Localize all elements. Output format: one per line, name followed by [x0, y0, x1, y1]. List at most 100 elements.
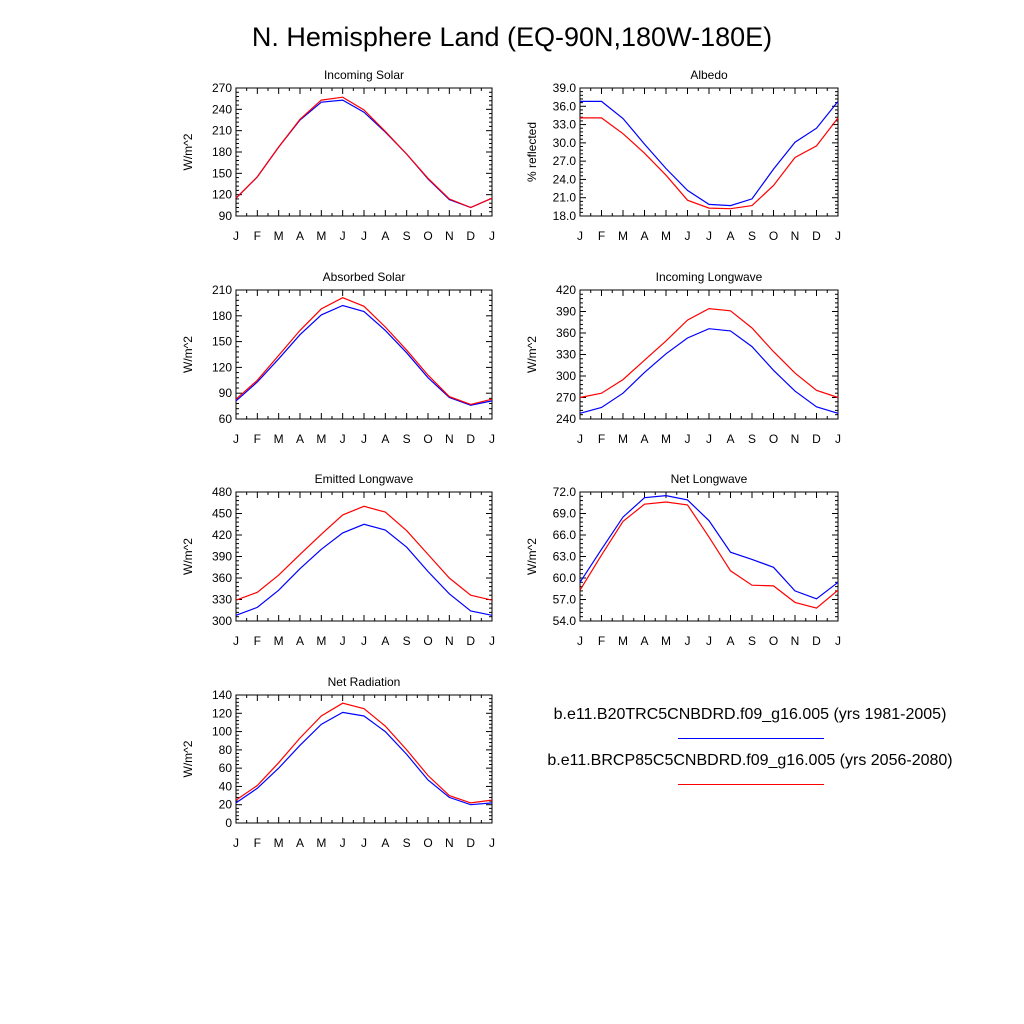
y-tick-label: 270 [556, 391, 576, 405]
y-tick-label: 80 [219, 743, 233, 757]
series-line-2 [579, 307, 839, 399]
x-tick-label: D [466, 432, 475, 446]
panel-title: Net Radiation [328, 675, 401, 689]
y-axis-label: W/m^2 [181, 740, 195, 777]
y-tick-label: 120 [212, 706, 232, 720]
x-tick-label: A [296, 432, 304, 446]
x-tick-label: J [685, 432, 691, 446]
x-tick-label: J [577, 432, 583, 446]
x-tick-label: A [296, 836, 304, 850]
x-tick-label: A [726, 229, 734, 243]
x-tick-label: N [791, 432, 800, 446]
y-tick-label: 33.0 [553, 118, 577, 132]
x-tick-label: S [748, 634, 756, 648]
x-tick-label: M [316, 229, 326, 243]
plot-frame [579, 87, 839, 217]
x-tick-label: J [361, 836, 367, 850]
y-tick-label: 40 [219, 779, 233, 793]
series-line-2 [235, 702, 493, 804]
y-tick-label: 150 [212, 166, 232, 180]
x-tick-label: N [791, 634, 800, 648]
x-tick-label: O [423, 634, 432, 648]
x-tick-label: F [254, 634, 261, 648]
x-tick-label: M [316, 836, 326, 850]
y-tick-label: 180 [212, 309, 232, 323]
y-tick-label: 72.0 [553, 485, 577, 499]
series-line-2 [235, 96, 493, 209]
x-tick-label: J [361, 229, 367, 243]
x-tick-label: N [445, 229, 454, 243]
x-tick-label: M [618, 634, 628, 648]
y-tick-label: 24.0 [553, 172, 577, 186]
plot-frame [579, 491, 839, 622]
panel-title: Emitted Longwave [315, 472, 414, 486]
y-tick-label: 120 [212, 188, 232, 202]
y-tick-label: 300 [556, 369, 576, 383]
series-line-2 [579, 501, 839, 609]
y-axis-label: W/m^2 [525, 538, 539, 575]
y-tick-label: 30.0 [553, 136, 577, 150]
x-tick-label: D [466, 836, 475, 850]
y-tick-label: 36.0 [553, 99, 577, 113]
figure-title: N. Hemisphere Land (EQ-90N,180W-180E) [252, 22, 772, 52]
series-line-1 [235, 711, 493, 806]
x-tick-label: D [812, 432, 821, 446]
panel-title: Incoming Solar [324, 68, 404, 82]
y-tick-label: 54.0 [553, 614, 577, 628]
y-axis-label: W/m^2 [525, 336, 539, 373]
y-tick-label: 420 [556, 283, 576, 297]
legend-line-run1 [678, 738, 824, 739]
x-tick-label: M [274, 229, 284, 243]
y-tick-label: 360 [212, 571, 232, 585]
x-tick-label: S [403, 432, 411, 446]
plot-frame [235, 694, 493, 824]
y-tick-label: 100 [212, 725, 232, 739]
y-tick-label: 66.0 [553, 528, 577, 542]
x-tick-label: M [618, 432, 628, 446]
x-tick-label: A [296, 634, 304, 648]
x-tick-label: S [748, 229, 756, 243]
y-tick-label: 270 [212, 81, 232, 95]
x-tick-label: J [489, 229, 495, 243]
y-tick-label: 390 [556, 305, 576, 319]
series-line-1 [579, 494, 839, 600]
y-axis-label: W/m^2 [181, 538, 195, 575]
legend-line-run2 [678, 784, 824, 785]
y-axis-label: W/m^2 [181, 336, 195, 373]
x-tick-label: O [423, 432, 432, 446]
x-tick-label: J [340, 634, 346, 648]
plot-frame [235, 491, 493, 622]
x-tick-label: F [598, 229, 605, 243]
y-tick-label: 240 [212, 102, 232, 116]
y-tick-label: 63.0 [553, 550, 577, 564]
x-tick-label: J [706, 432, 712, 446]
x-tick-label: J [361, 634, 367, 648]
x-tick-label: J [340, 229, 346, 243]
series-line-1 [579, 328, 839, 414]
x-tick-label: J [706, 634, 712, 648]
x-tick-label: J [835, 229, 841, 243]
x-tick-label: M [661, 634, 671, 648]
x-tick-label: A [381, 432, 389, 446]
x-tick-label: J [233, 634, 239, 648]
y-tick-label: 480 [212, 485, 232, 499]
y-tick-label: 20 [219, 798, 233, 812]
x-tick-label: S [403, 634, 411, 648]
x-tick-label: J [577, 634, 583, 648]
x-tick-label: M [274, 432, 284, 446]
y-tick-label: 420 [212, 528, 232, 542]
x-tick-label: J [340, 836, 346, 850]
x-tick-label: M [661, 432, 671, 446]
x-tick-label: M [316, 432, 326, 446]
y-tick-label: 60 [219, 761, 233, 775]
x-tick-label: F [254, 836, 261, 850]
panel-title: Incoming Longwave [656, 270, 763, 284]
x-tick-label: A [726, 634, 734, 648]
y-tick-label: 150 [212, 335, 232, 349]
y-tick-label: 39.0 [553, 81, 577, 95]
y-tick-label: 390 [212, 550, 232, 564]
